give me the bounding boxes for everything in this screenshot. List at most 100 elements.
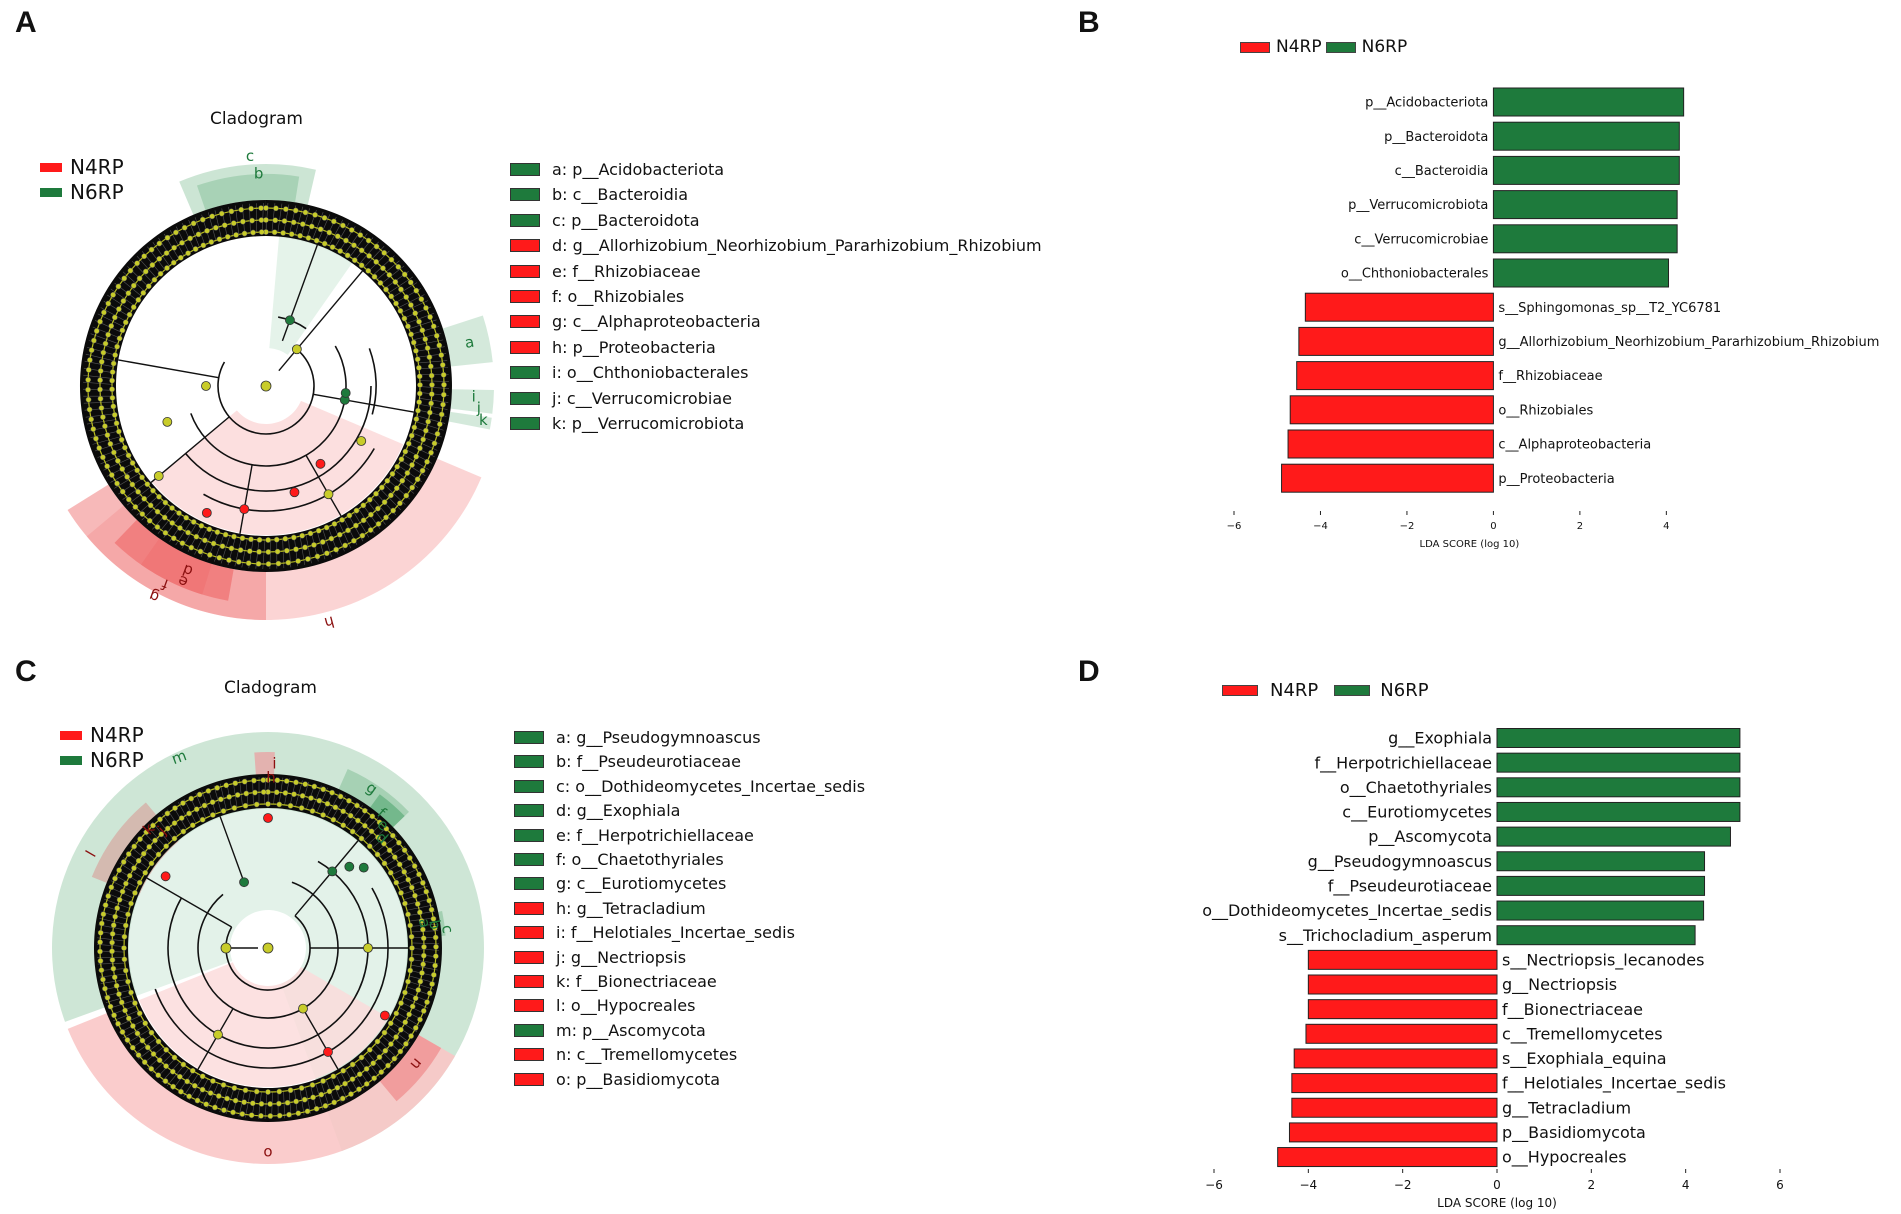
lda-bar-label: o__Chaetothyriales: [1340, 778, 1492, 798]
lda-bar-label: f__Helotiales_Incertae_sedis: [1502, 1074, 1726, 1094]
x-tick-label: 0: [1490, 521, 1496, 532]
lda-bar: [1496, 728, 1741, 748]
panel-letter-d: D: [1078, 655, 1100, 688]
key-swatch: [510, 264, 540, 278]
key-swatch: [514, 804, 544, 818]
lda-bar-label: p__Proteobacteria: [1498, 472, 1614, 487]
key-item: a: g__Pseudogymnoascus: [514, 728, 761, 747]
panel-letter-b: B: [1078, 6, 1100, 39]
lda-bar-label: f__Pseudeurotiaceae: [1328, 877, 1492, 897]
root-node: [262, 942, 274, 954]
sector-label: h: [322, 612, 336, 632]
key-item: f: o__Chaetothyriales: [514, 850, 724, 869]
x-axis-label: LDA SCORE (log 10): [1420, 539, 1520, 550]
key-label: m: p__Ascomycota: [556, 1020, 706, 1040]
lda-bar: [1492, 258, 1670, 288]
key-label: j: c__Verrucomicrobiae: [552, 388, 732, 408]
lda-bar-label: o__Rhizobiales: [1498, 403, 1593, 418]
legend-label: N4RP: [70, 155, 124, 179]
clade-node: [356, 436, 367, 446]
clade-node: [358, 862, 369, 873]
x-tick-label: 4: [1663, 521, 1669, 532]
key-label: o: p__Basidiomycota: [556, 1069, 721, 1089]
lda-bar: [1287, 429, 1494, 459]
lda-bar: [1305, 1023, 1498, 1044]
key-swatch: [514, 877, 544, 891]
lda-bar-label: s__Exophiala_equina: [1502, 1049, 1667, 1069]
x-tick-label: 2: [1588, 1178, 1596, 1192]
lda-bar: [1496, 777, 1741, 798]
inner-branches: [118, 244, 414, 534]
key-swatch: [510, 366, 540, 380]
sector-label: b: [425, 918, 444, 931]
lda-bar-label: p__Basidiomycota: [1502, 1123, 1646, 1143]
sector-label: k: [479, 411, 488, 429]
legend-label: N4RP: [1270, 680, 1319, 701]
lda-bar: [1496, 925, 1696, 946]
lda-bar-label: g__Nectriopsis: [1502, 975, 1617, 995]
clade-node: [380, 1010, 390, 1021]
lda-bar: [1277, 1147, 1498, 1168]
key-swatch: [510, 315, 540, 329]
lda-bar: [1288, 1122, 1498, 1143]
key-swatch: [510, 163, 540, 176]
clade-node: [201, 381, 211, 391]
legend-label: N6RP: [70, 180, 124, 204]
key-item: b: c__Bacteroidia: [510, 185, 688, 204]
key-label: i: f__Helotiales_Incertae_sedis: [556, 923, 795, 943]
lda-bar: [1496, 900, 1705, 921]
key-label: g: c__Eurotiomycetes: [556, 874, 727, 894]
key-label: f: o__Chaetothyriales: [556, 850, 724, 869]
lda-bar-label: f__Herpotrichiellaceae: [1314, 753, 1492, 773]
sector-label: c: [246, 147, 254, 165]
lda-bar-label: f__Rhizobiaceae: [1498, 369, 1602, 384]
legend-swatch-n6rp: [1334, 685, 1371, 696]
root-node: [260, 380, 272, 392]
legend-label: N6RP: [90, 748, 144, 772]
x-tick-label: −6: [1227, 521, 1242, 532]
x-tick-label: −6: [1205, 1178, 1223, 1192]
lda-bar: [1307, 999, 1498, 1020]
clade-node: [160, 871, 171, 882]
key-item: f: o__Rhizobiales: [510, 287, 684, 306]
lda-bar-label: f__Bionectriaceae: [1502, 1000, 1643, 1020]
key-item: c: o__Dothideomycetes_Incertae_sedis: [514, 777, 865, 796]
key-item: h: g__Tetracladium: [514, 899, 706, 918]
clade-node: [340, 388, 351, 398]
lda-bar-label: g__Tetracladium: [1502, 1098, 1631, 1118]
clade-node: [201, 507, 212, 518]
clade-sector: [448, 411, 492, 430]
key-label: k: f__Bionectriaceae: [556, 972, 717, 991]
key-item: l: o__Hypocreales: [514, 996, 695, 1015]
key-item: e: f__Rhizobiaceae: [510, 262, 701, 281]
legend-label: N4RP: [90, 723, 144, 747]
clade-node: [263, 813, 273, 823]
key-label: i: o__Chthoniobacterales: [552, 363, 749, 383]
lda-bar-label: g__Pseudogymnoascus: [1308, 852, 1492, 872]
legend-label: N4RP: [1276, 37, 1322, 57]
key-label: n: c__Tremellomycetes: [556, 1045, 738, 1065]
sector-label: i: [472, 387, 476, 405]
key-label: a: p__Acidobacteriota: [552, 160, 725, 179]
sector-label: h: [266, 769, 276, 787]
clade-sector: [379, 1035, 442, 1102]
legend-swatch-n4rp: [40, 163, 62, 172]
lda-bar: [1492, 155, 1680, 185]
key-swatch: [514, 1072, 544, 1086]
key-item: e: f__Herpotrichiellaceae: [514, 826, 754, 845]
key-swatch: [514, 731, 544, 744]
x-tick-label: −2: [1400, 521, 1415, 532]
lda-bar-label: o__Hypocreales: [1502, 1148, 1627, 1168]
key-item: n: c__Tremellomycetes: [514, 1045, 737, 1064]
lda-bar: [1492, 190, 1678, 220]
key-label: a: g__Pseudogymnoascus: [556, 728, 761, 747]
clade-node: [298, 1003, 308, 1014]
legend-swatch-n6rp: [40, 188, 62, 197]
lda-bar: [1307, 949, 1498, 970]
lda-bar-label: s__Trichocladium_asperum: [1279, 926, 1492, 946]
key-label: c: p__Bacteroidota: [552, 210, 700, 230]
key-item: i: o__Chthoniobacterales: [510, 363, 748, 382]
key-item: d: g__Exophiala: [514, 801, 680, 820]
legend-swatch-n6rp: [1325, 41, 1356, 53]
